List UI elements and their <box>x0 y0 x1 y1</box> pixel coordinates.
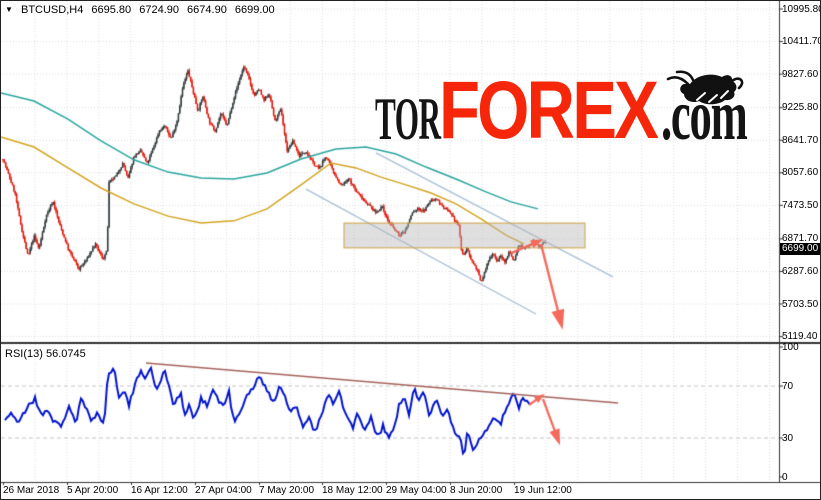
price-axis-label: 9827.60 <box>782 68 819 80</box>
current-price-badge: 6699.00 <box>780 242 820 255</box>
ohlc-open: 6695.80 <box>91 4 132 16</box>
time-axis-label: 19 Jun 12:00 <box>514 485 572 496</box>
chart-title: ▼ BTCUSD,H4 6695.80 6724.90 6674.90 6699… <box>5 4 280 16</box>
time-axis-label: 16 Apr 12:00 <box>131 485 188 496</box>
bull-icon <box>666 70 744 105</box>
logo-text-com: .com <box>661 75 748 155</box>
price-axis-label: 5703.50 <box>782 298 819 310</box>
ohlc-low: 6674.90 <box>187 4 227 16</box>
price-axis-label: 6287.60 <box>782 265 819 277</box>
time-axis-label: 27 Apr 04:00 <box>195 485 252 496</box>
time-axis-label: 26 Mar 2018 <box>3 485 60 496</box>
rsi-axis-label: 30 <box>782 432 794 444</box>
price-axis-label: 5119.40 <box>782 331 818 343</box>
price-axis-label: 10411.70 <box>782 36 821 48</box>
time-axis-label: 5 Apr 20:00 <box>67 485 119 496</box>
price-axis-label: 10995.80 <box>782 3 821 15</box>
ohlc-close: 6699.00 <box>234 4 275 16</box>
price-axis-label: 8641.70 <box>782 134 819 146</box>
logo-text-tor: TOR <box>375 86 441 152</box>
symbol-dropdown-icon[interactable]: ▼ <box>5 5 13 14</box>
logo-text-forex: FOREX <box>439 65 659 156</box>
price-axis-label: 9225.80 <box>782 102 819 114</box>
symbol-label: BTCUSD,H4 <box>20 4 84 16</box>
price-axis-label: 8057.60 <box>782 167 819 179</box>
ohlc-high: 6724.90 <box>139 4 179 16</box>
rsi-axis-label: 70 <box>782 380 794 392</box>
time-axis-label: 29 May 04:00 <box>386 485 447 496</box>
price-axis-label: 6871.70 <box>782 233 819 245</box>
time-axis-label: 8 Jun 20:00 <box>450 485 503 496</box>
rsi-axis-label: 0 <box>782 471 788 483</box>
price-axis-label: 7473.50 <box>782 199 819 211</box>
rsi-indicator-label: RSI(13) 56.0745 <box>5 348 86 360</box>
torforex-logo: TOR FOREX .com <box>375 69 757 151</box>
time-axis-label: 7 May 20:00 <box>259 485 315 496</box>
rsi-axis-label: 100 <box>782 341 799 353</box>
time-axis-label: 18 May 12:00 <box>322 485 383 496</box>
